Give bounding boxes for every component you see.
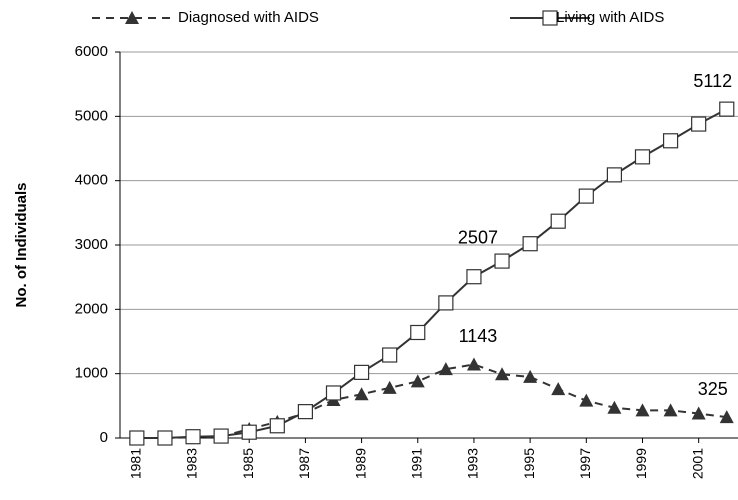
data-point: [466, 269, 482, 285]
x-tick-label: 1995: [521, 448, 537, 479]
series-line: [136, 108, 728, 439]
y-tick-label: 2000: [75, 300, 108, 317]
series-line: [136, 363, 727, 439]
data-point: [719, 101, 735, 117]
y-tick-label: 1000: [75, 365, 108, 382]
legend-label: Diagnosed with AIDS: [178, 9, 319, 26]
data-point: [663, 403, 678, 417]
data-point: [551, 382, 566, 396]
x-tick-label: 1999: [633, 448, 649, 479]
x-tick-label: 1981: [128, 448, 144, 479]
data-point: [606, 167, 623, 183]
data-point: [466, 357, 481, 371]
legend-marker: [125, 11, 139, 24]
data-point: [523, 369, 538, 383]
data-point: [438, 295, 454, 311]
data-point: [354, 387, 369, 401]
data-point: [157, 430, 173, 446]
data-point: [494, 253, 510, 269]
data-point: [410, 324, 426, 341]
y-tick-label: 3000: [75, 236, 108, 253]
data-label: 1143: [459, 326, 498, 346]
legend-label: Living with AIDS: [556, 9, 664, 26]
x-tick-label: 1993: [465, 448, 481, 479]
data-point: [438, 362, 453, 376]
data-point: [578, 188, 594, 204]
x-tick-label: 1989: [352, 448, 368, 479]
data-point: [691, 116, 707, 132]
data-point: [325, 385, 342, 401]
data-point: [213, 428, 229, 444]
data-label: 2507: [458, 227, 498, 247]
data-point: [353, 364, 370, 380]
y-tick-label: 6000: [75, 43, 108, 60]
data-point: [382, 380, 397, 394]
legend-marker: [542, 10, 558, 26]
x-tick-label: 1985: [240, 448, 256, 479]
data-label: 5112: [693, 71, 732, 91]
data-point: [185, 429, 201, 445]
data-point: [522, 236, 538, 252]
data-point: [719, 410, 734, 424]
data-point: [410, 374, 425, 388]
data-point: [550, 213, 566, 229]
data-point: [662, 133, 679, 149]
x-tick-label: 1987: [296, 448, 312, 479]
x-tick-label: 1983: [184, 448, 200, 479]
data-point: [607, 400, 622, 414]
y-tick-label: 4000: [75, 172, 108, 189]
x-tick-label: 2001: [689, 448, 705, 479]
data-point: [297, 404, 313, 420]
y-tick-label: 5000: [75, 107, 108, 124]
data-point: [382, 347, 398, 363]
data-point: [495, 367, 510, 381]
data-point: [635, 403, 650, 417]
y-tick-label: 0: [100, 429, 108, 446]
data-label: 325: [698, 379, 728, 399]
data-point: [269, 418, 285, 434]
data-point: [634, 149, 651, 165]
x-tick-label: 1997: [577, 448, 593, 479]
data-point: [579, 393, 594, 407]
data-point: [691, 406, 706, 420]
data-point: [129, 430, 145, 446]
y-axis-label: No. of Individuals: [13, 182, 30, 307]
data-point: [241, 424, 257, 440]
x-tick-label: 1991: [408, 448, 424, 479]
